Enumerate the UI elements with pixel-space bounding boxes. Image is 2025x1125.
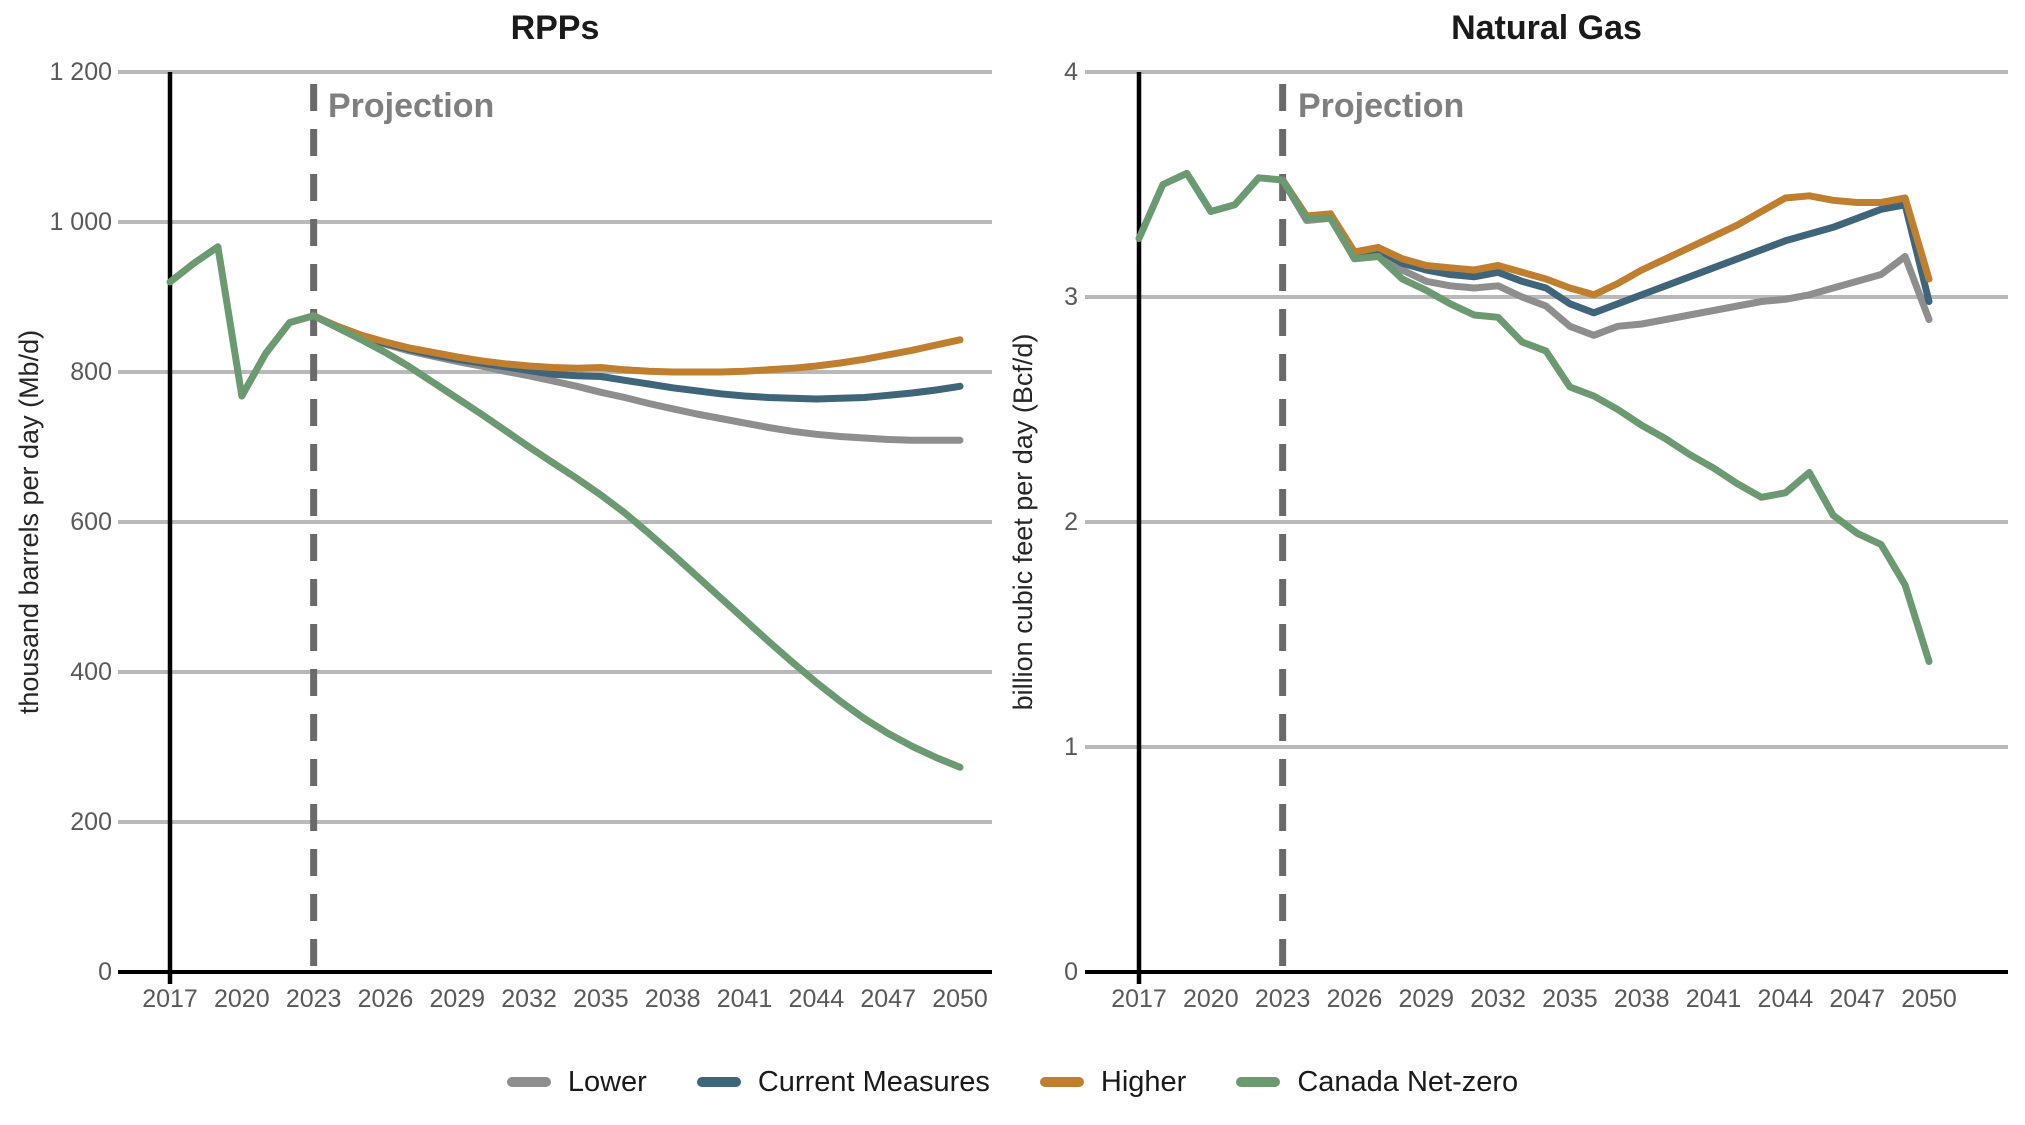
y-tick-label-0: 0 bbox=[1064, 958, 1078, 986]
projection-annotation-right: Projection bbox=[1298, 87, 1465, 125]
legend-label-higher: Higher bbox=[1100, 1066, 1187, 1098]
legend-item-higher: Higher bbox=[1039, 1065, 1187, 1099]
legend-item-canada_net_zero: Canada Net-zero bbox=[1236, 1065, 1518, 1099]
x-tick-label-2047: 2047 bbox=[1829, 985, 1885, 1013]
series-line-higher bbox=[310, 312, 964, 376]
legend-swatch-current_measures bbox=[696, 1077, 741, 1087]
legend-label-canada_net_zero: Canada Net-zero bbox=[1297, 1066, 1519, 1098]
x-tick-label-2020: 2020 bbox=[214, 985, 270, 1013]
x-tick-label-2044: 2044 bbox=[788, 985, 845, 1013]
x-tick-label-2035: 2035 bbox=[1542, 985, 1598, 1013]
legend-swatch-higher bbox=[1039, 1077, 1084, 1087]
series-line-lower bbox=[310, 312, 964, 444]
y-tick-label-400: 400 bbox=[70, 658, 112, 686]
x-tick-label-2047: 2047 bbox=[860, 985, 916, 1013]
x-tick-label-2026: 2026 bbox=[357, 985, 414, 1013]
chart-title-rpps: RPPs bbox=[510, 9, 600, 47]
x-tick-label-2029: 2029 bbox=[429, 985, 486, 1013]
x-tick-label-2032: 2032 bbox=[1470, 985, 1526, 1013]
y-tick-label-1200: 1 200 bbox=[49, 58, 112, 86]
series-line-lower bbox=[1279, 176, 1933, 339]
x-tick-label-2023: 2023 bbox=[285, 985, 342, 1013]
series-line-higher bbox=[1279, 176, 1933, 299]
y-tick-label-1: 1 bbox=[1064, 733, 1078, 761]
x-tick-label-2038: 2038 bbox=[1613, 985, 1670, 1013]
legend-swatch-canada_net_zero bbox=[1236, 1077, 1281, 1087]
x-tick-label-2032: 2032 bbox=[501, 985, 557, 1013]
legend-label-lower: Lower bbox=[567, 1066, 647, 1098]
chart-title-natural-gas: Natural Gas bbox=[1451, 9, 1642, 47]
x-tick-label-2029: 2029 bbox=[1398, 985, 1455, 1013]
x-tick-label-2017: 2017 bbox=[1111, 985, 1167, 1013]
x-tick-label-2050: 2050 bbox=[932, 985, 988, 1013]
x-tick-label-2023: 2023 bbox=[1254, 985, 1311, 1013]
y-tick-label-600: 600 bbox=[70, 508, 112, 536]
projection-annotation-left: Projection bbox=[328, 87, 495, 125]
y-tick-label-2: 2 bbox=[1064, 508, 1078, 536]
x-tick-label-2041: 2041 bbox=[1685, 985, 1742, 1013]
x-tick-label-2050: 2050 bbox=[1901, 985, 1957, 1013]
x-tick-label-2017: 2017 bbox=[142, 985, 198, 1013]
x-tick-label-2020: 2020 bbox=[1183, 985, 1239, 1013]
y-tick-label-0: 0 bbox=[98, 958, 112, 986]
y-tick-label-3: 3 bbox=[1064, 283, 1078, 311]
series-line-history bbox=[1135, 169, 1287, 242]
legend-item-lower: Lower bbox=[506, 1065, 647, 1099]
legend: Lower Current Measures Higher Canada Net-ze… bbox=[0, 1056, 2025, 1108]
y-tick-label-200: 200 bbox=[70, 808, 112, 836]
x-tick-label-2026: 2026 bbox=[1326, 985, 1383, 1013]
x-tick-label-2044: 2044 bbox=[1757, 985, 1814, 1013]
y-tick-label-800: 800 bbox=[70, 358, 112, 386]
x-tick-label-2038: 2038 bbox=[644, 985, 701, 1013]
y-tick-label-4: 4 bbox=[1064, 58, 1078, 86]
x-tick-label-2041: 2041 bbox=[716, 985, 773, 1013]
x-tick-label-2035: 2035 bbox=[573, 985, 629, 1013]
series-line-canada_net_zero bbox=[1279, 176, 1933, 665]
legend-swatch-lower bbox=[506, 1077, 551, 1087]
series-line-canada_net_zero bbox=[310, 312, 964, 771]
series-line-history bbox=[166, 243, 318, 400]
legend-item-current_measures: Current Measures bbox=[696, 1065, 990, 1099]
y-tick-label-1000: 1 000 bbox=[49, 208, 112, 236]
legend-label-current_measures: Current Measures bbox=[757, 1066, 990, 1098]
